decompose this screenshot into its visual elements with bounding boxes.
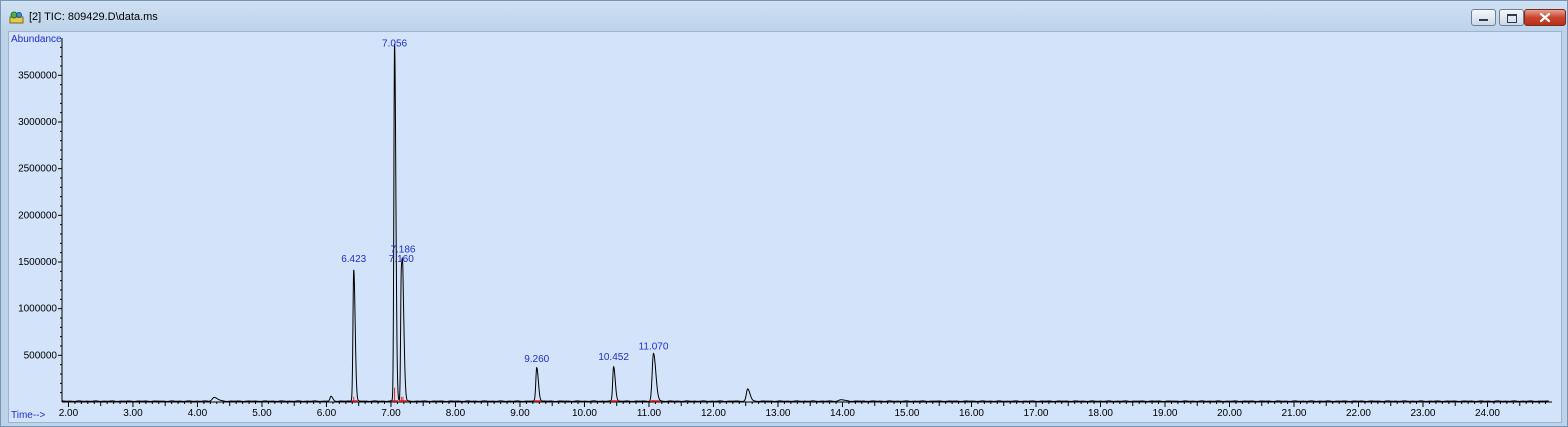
x-tick-label: 5.00 [252, 408, 272, 419]
peak-label: 7.160 [389, 254, 414, 265]
x-tick-label: 17.00 [1023, 408, 1048, 419]
x-tick-label: 4.00 [188, 408, 208, 419]
x-tick-label: 12.00 [701, 408, 726, 419]
restore-button[interactable] [1499, 9, 1524, 26]
chromatogram-plot[interactable]: Abundance Time--> 500000 1000000 1500000 2000… [8, 31, 1562, 423]
y-tick-label: 3000000 [18, 117, 57, 128]
x-tick-label: 16.00 [959, 408, 984, 419]
close-icon [1539, 12, 1551, 23]
y-tick-label: 2000000 [18, 210, 57, 221]
window-title: [2] TIC: 809429.D\data.ms [29, 11, 158, 23]
x-tick-label: 21.00 [1281, 408, 1306, 419]
x-tick-label: 20.00 [1217, 408, 1242, 419]
y-axis-label: Abundance [11, 34, 62, 45]
x-tick-label: 22.00 [1346, 408, 1371, 419]
x-tick-label: 7.00 [381, 408, 401, 419]
x-tick-label: 24.00 [1475, 408, 1500, 419]
y-tick-label: 500000 [24, 350, 58, 361]
close-button[interactable] [1524, 9, 1566, 26]
x-tick-label: 19.00 [1152, 408, 1177, 419]
title-bar[interactable]: [2] TIC: 809429.D\data.ms [1, 1, 1567, 31]
x-tick-label: 2.00 [59, 408, 79, 419]
x-tick-label: 13.00 [765, 408, 790, 419]
y-tick-label: 1000000 [18, 304, 57, 315]
x-axis-label: Time--> [11, 410, 46, 421]
peak-label: 6.423 [341, 254, 366, 265]
x-tick-label: 23.00 [1410, 408, 1435, 419]
y-tick-label: 3500000 [18, 70, 57, 81]
y-tick-label: 2500000 [18, 164, 57, 175]
x-tick-label: 8.00 [446, 408, 466, 419]
tic-trace [62, 43, 1549, 402]
x-tick-label: 11.00 [637, 408, 662, 419]
peak-label: 9.260 [524, 354, 549, 365]
x-tick-label: 14.00 [830, 408, 855, 419]
minimize-icon [1479, 19, 1488, 21]
chemstation-icon [9, 11, 24, 24]
x-tick-label: 3.00 [123, 408, 143, 419]
x-tick-label: 9.00 [510, 408, 530, 419]
x-tick-label: 15.00 [894, 408, 919, 419]
peak-label: 10.452 [598, 352, 629, 363]
minimize-button[interactable] [1471, 9, 1496, 26]
peak-label: 7.056 [382, 38, 407, 49]
y-tick-label: 1500000 [18, 257, 57, 268]
x-tick-label: 18.00 [1088, 408, 1113, 419]
chart-svg[interactable]: Abundance Time--> 500000 1000000 1500000 2000… [9, 32, 1561, 422]
restore-icon [1507, 14, 1517, 23]
peak-label: 11.070 [639, 342, 669, 353]
x-tick-label: 6.00 [317, 408, 337, 419]
x-tick-label: 10.00 [572, 408, 597, 419]
peak-label: 7.186 [390, 245, 415, 256]
